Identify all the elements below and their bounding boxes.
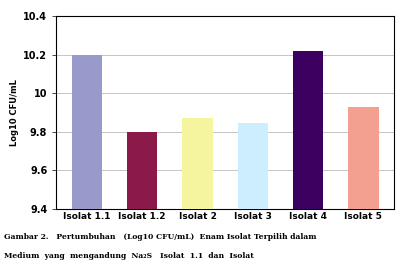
Bar [127, 132, 157, 268]
Text: Gambar 2.   Pertumbuhan   (Log10 CFU/mL)  Enam Isolat Terpilih dalam: Gambar 2. Pertumbuhan (Log10 CFU/mL) Ena… [4, 233, 316, 241]
Text: Medium  yang  mengandung  Na₂S   Isolat  1.1  dan  Isolat: Medium yang mengandung Na₂S Isolat 1.1 d… [4, 252, 253, 260]
Bar [292, 51, 322, 268]
Bar [347, 107, 378, 268]
Bar [237, 122, 267, 268]
Y-axis label: Log10 CFU/mL: Log10 CFU/mL [10, 79, 19, 146]
Bar [182, 118, 212, 268]
Bar [71, 55, 102, 268]
